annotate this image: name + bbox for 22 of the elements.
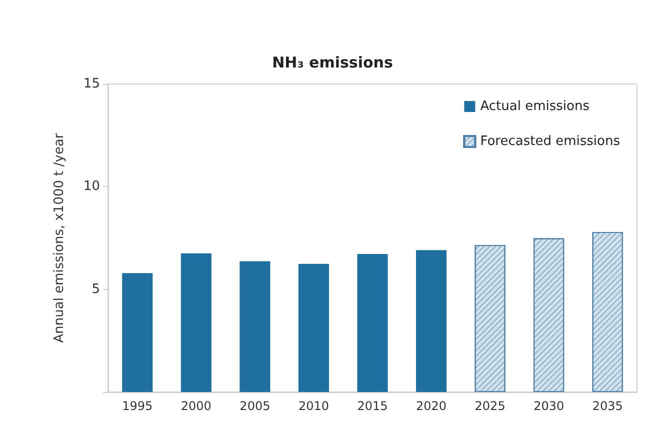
chart-title: NH₃ emissions xyxy=(272,54,393,72)
bar xyxy=(122,273,153,392)
bar xyxy=(357,254,388,392)
y-axis-title: Annual emissions, x1000 t /year xyxy=(52,132,67,343)
x-tick-label: 2000 xyxy=(180,399,212,413)
x-tick-label: 2010 xyxy=(298,399,329,413)
x-tick-label: 2020 xyxy=(416,399,447,413)
bar xyxy=(298,264,330,392)
x-tick-label: 2030 xyxy=(534,399,564,413)
bar xyxy=(180,253,212,392)
legend-label: Forecasted emissions xyxy=(480,134,620,149)
y-tick-label: 10 xyxy=(83,179,100,194)
bar xyxy=(240,261,270,392)
x-tick-label: 2005 xyxy=(240,399,270,413)
x-tick-label: 2025 xyxy=(474,399,506,413)
y-tick-label: 5 xyxy=(92,282,100,297)
x-tick-label: 2015 xyxy=(357,399,388,413)
x-tick-label: 2035 xyxy=(592,399,623,413)
y-tick-label: 15 xyxy=(83,76,100,92)
legend-label: Actual emissions xyxy=(480,99,590,114)
bar xyxy=(416,250,447,392)
x-tick-label: 1995 xyxy=(122,399,153,413)
